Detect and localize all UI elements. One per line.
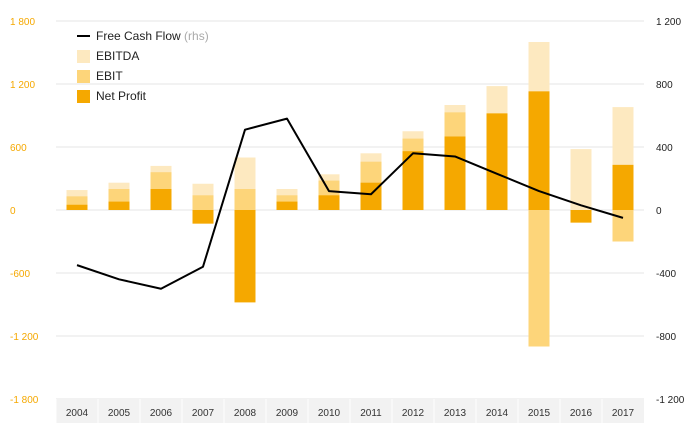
legend-swatch: [77, 70, 90, 83]
x-tick-label: 2008: [234, 408, 257, 419]
bar-ebitda: [570, 149, 592, 210]
bar-net-profit: [528, 91, 550, 210]
legend-label-suffix: (rhs): [181, 29, 209, 43]
legend-label: EBIT: [96, 69, 123, 83]
legend-label: Net Profit: [96, 89, 147, 103]
right-y-tick-label: -1 200: [656, 395, 685, 406]
bar-net-profit: [486, 113, 508, 210]
right-y-tick-label: -800: [656, 332, 676, 343]
bar-marks: [66, 42, 634, 347]
bar-net-profit: [108, 201, 130, 210]
bar-net-profit: [318, 195, 340, 210]
bar-net-profit: [276, 201, 298, 210]
left-y-tick-label: -600: [10, 269, 30, 280]
x-tick-label: 2007: [192, 408, 215, 419]
left-y-tick-label: 600: [10, 143, 27, 154]
x-axis: 2004 2005 2006 2007 2008 2009 2010 2011 2012 2013…: [55, 399, 644, 423]
left-y-tick-label: -1 200: [10, 332, 39, 343]
line-marks: [76, 117, 624, 290]
bar-ebit: [192, 195, 214, 210]
legend-label: Free Cash Flow (rhs): [96, 29, 209, 43]
left-y-tick-label: 1 200: [10, 80, 35, 91]
bar-ebit: [528, 210, 550, 347]
gridlines: [56, 20, 644, 400]
line-free-cash-flow: [76, 117, 624, 290]
right-y-tick-label: 800: [656, 80, 673, 91]
x-tick-label: 2010: [318, 408, 341, 419]
right-y-tick-label: 0: [656, 206, 662, 217]
legend-swatch: [77, 90, 90, 103]
right-y-tick-label: -400: [656, 269, 676, 280]
left-y-tick-label: 0: [10, 206, 16, 217]
bar-net-profit: [66, 204, 88, 210]
legend: Free Cash Flow (rhs) EBITDA EBIT Net Profit: [77, 29, 209, 103]
bar-net-profit: [234, 210, 256, 303]
x-tick-label: 2017: [612, 408, 635, 419]
bar-net-profit: [150, 189, 172, 210]
left-y-tick-label: -1 800: [10, 395, 39, 406]
x-tick-label: 2009: [276, 408, 299, 419]
bar-ebit: [612, 210, 634, 242]
x-tick-label: 2011: [360, 408, 382, 419]
bar-net-profit: [402, 151, 424, 210]
left-y-axis: 1 800 1 200 600 0 -600 -1 200 -1 800: [10, 17, 39, 406]
x-tick-label: 2014: [486, 408, 509, 419]
bar-net-profit: [612, 164, 634, 210]
bar-net-profit: [570, 210, 592, 223]
right-y-tick-label: 400: [656, 143, 673, 154]
right-y-axis: 1 200 800 400 0 -400 -800 -1 200: [656, 17, 685, 406]
x-tick-label: 2006: [150, 408, 173, 419]
x-tick-label: 2016: [570, 408, 593, 419]
bar-ebit: [234, 189, 256, 210]
x-tick-label: 2004: [66, 408, 89, 419]
x-tick-label: 2015: [528, 408, 551, 419]
bar-net-profit: [444, 136, 466, 210]
x-tick-label: 2005: [108, 408, 131, 419]
x-tick-label: 2013: [444, 408, 467, 419]
legend-label: EBITDA: [96, 49, 139, 63]
left-y-tick-label: 1 800: [10, 17, 35, 28]
right-y-tick-label: 1 200: [656, 17, 681, 28]
x-tick-label: 2012: [402, 408, 425, 419]
bar-net-profit: [192, 210, 214, 224]
legend-swatch: [77, 50, 90, 63]
